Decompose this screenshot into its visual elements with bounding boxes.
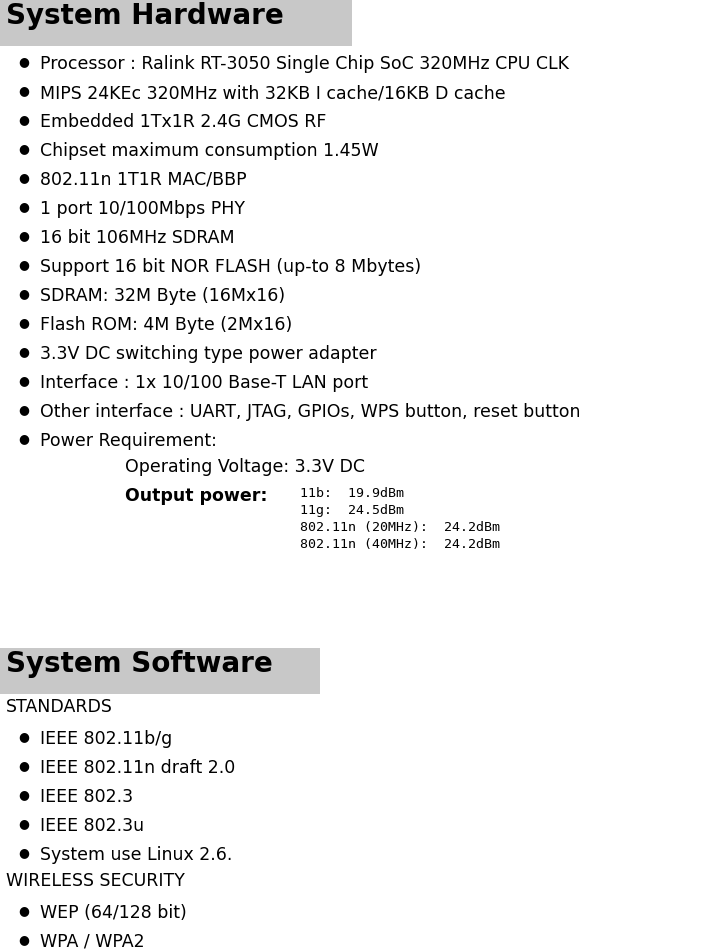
Text: IEEE 802.3u: IEEE 802.3u [40, 817, 144, 835]
Text: ●: ● [18, 316, 29, 329]
Text: 802.11n (40MHz):  24.2dBm: 802.11n (40MHz): 24.2dBm [300, 538, 500, 551]
Text: ●: ● [18, 788, 29, 801]
Text: ●: ● [18, 229, 29, 242]
Text: ●: ● [18, 258, 29, 271]
Text: ●: ● [18, 374, 29, 387]
Text: ●: ● [18, 142, 29, 155]
Text: ●: ● [18, 171, 29, 184]
Text: ●: ● [18, 113, 29, 126]
Text: Chipset maximum consumption 1.45W: Chipset maximum consumption 1.45W [40, 142, 379, 160]
Text: ●: ● [18, 432, 29, 445]
Text: WPA / WPA2: WPA / WPA2 [40, 933, 144, 950]
Text: IEEE 802.3: IEEE 802.3 [40, 788, 133, 806]
Text: 3.3V DC switching type power adapter: 3.3V DC switching type power adapter [40, 345, 377, 363]
Text: Support 16 bit NOR FLASH (up-to 8 Mbytes): Support 16 bit NOR FLASH (up-to 8 Mbytes… [40, 258, 421, 276]
Text: 1 port 10/100Mbps PHY: 1 port 10/100Mbps PHY [40, 200, 245, 218]
Text: 16 bit 106MHz SDRAM: 16 bit 106MHz SDRAM [40, 229, 234, 247]
Text: Interface : 1x 10/100 Base-T LAN port: Interface : 1x 10/100 Base-T LAN port [40, 374, 368, 392]
Text: ●: ● [18, 55, 29, 68]
Text: WIRELESS SECURITY: WIRELESS SECURITY [6, 872, 185, 890]
Text: ●: ● [18, 730, 29, 743]
Text: ●: ● [18, 759, 29, 772]
Text: ●: ● [18, 403, 29, 416]
Text: Embedded 1Tx1R 2.4G CMOS RF: Embedded 1Tx1R 2.4G CMOS RF [40, 113, 327, 131]
Bar [0, 0, 352, 46]
Text: 11b:  19.9dBm: 11b: 19.9dBm [300, 487, 404, 500]
Text: Operating Voltage: 3.3V DC: Operating Voltage: 3.3V DC [125, 458, 365, 476]
Text: WEP (64/128 bit): WEP (64/128 bit) [40, 904, 187, 922]
Text: IEEE 802.11b/g: IEEE 802.11b/g [40, 730, 172, 748]
Text: Processor : Ralink RT-3050 Single Chip SoC 320MHz CPU CLK: Processor : Ralink RT-3050 Single Chip S… [40, 55, 569, 73]
Text: MIPS 24KEc 320MHz with 32KB I cache/16KB D cache: MIPS 24KEc 320MHz with 32KB I cache/16KB… [40, 84, 505, 102]
Text: System Hardware: System Hardware [6, 2, 284, 30]
Text: ●: ● [18, 904, 29, 917]
Text: Output power:: Output power: [125, 487, 268, 505]
Text: STANDARDS: STANDARDS [6, 698, 113, 716]
Text: ●: ● [18, 287, 29, 300]
Text: 802.11n 1T1R MAC/BBP: 802.11n 1T1R MAC/BBP [40, 171, 246, 189]
Text: ●: ● [18, 846, 29, 859]
Text: ●: ● [18, 817, 29, 830]
Text: System use Linux 2.6.: System use Linux 2.6. [40, 846, 232, 864]
Text: 11g:  24.5dBm: 11g: 24.5dBm [300, 504, 404, 517]
Text: Other interface : UART, JTAG, GPIOs, WPS button, reset button: Other interface : UART, JTAG, GPIOs, WPS… [40, 403, 581, 421]
Text: Flash ROM: 4M Byte (2Mx16): Flash ROM: 4M Byte (2Mx16) [40, 316, 292, 334]
Text: 802.11n (20MHz):  24.2dBm: 802.11n (20MHz): 24.2dBm [300, 521, 500, 534]
Text: ●: ● [18, 345, 29, 358]
Text: Power Requirement:: Power Requirement: [40, 432, 217, 450]
Text: IEEE 802.11n draft 2.0: IEEE 802.11n draft 2.0 [40, 759, 235, 777]
Text: ●: ● [18, 84, 29, 97]
Bar [0, 648, 320, 694]
Text: SDRAM: 32M Byte (16Mx16): SDRAM: 32M Byte (16Mx16) [40, 287, 285, 305]
Text: System Software: System Software [6, 650, 272, 678]
Text: ●: ● [18, 200, 29, 213]
Text: ●: ● [18, 933, 29, 946]
